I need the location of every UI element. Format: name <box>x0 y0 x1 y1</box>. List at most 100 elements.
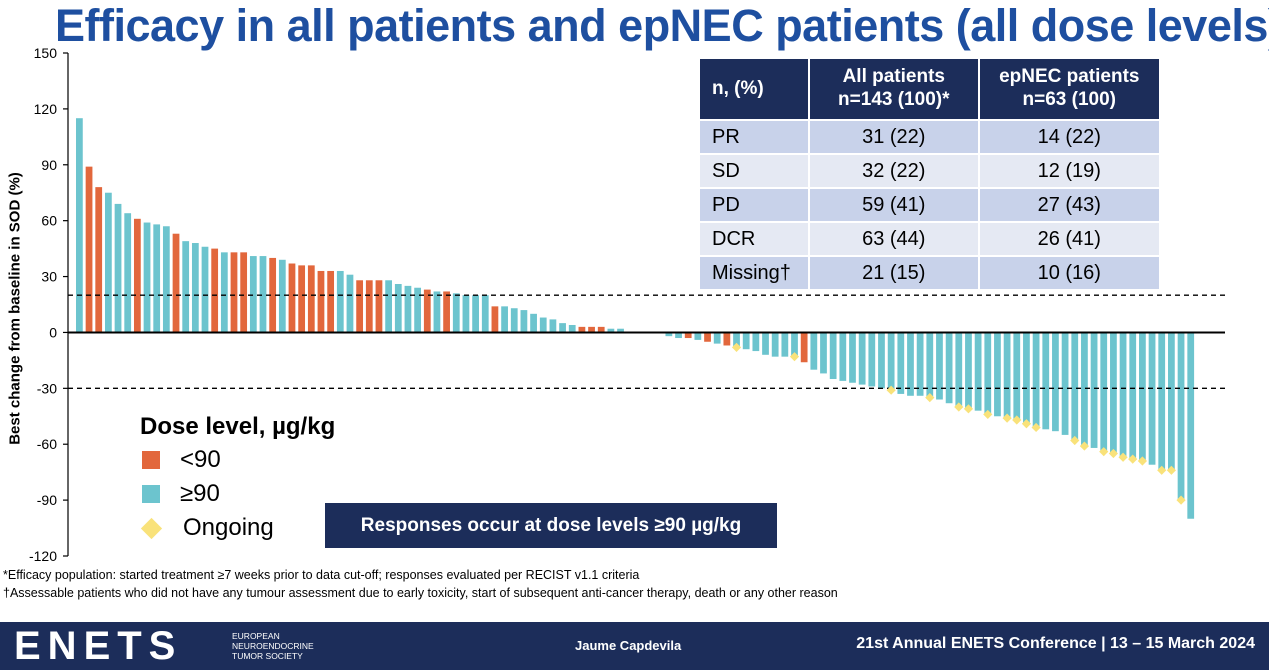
bar <box>1187 332 1195 519</box>
bar <box>675 332 682 339</box>
row-label: Missing† <box>700 257 808 289</box>
y-tick-label: 150 <box>34 45 58 61</box>
org-line: EUROPEAN <box>232 631 280 641</box>
bar <box>356 280 364 333</box>
diamond-icon <box>140 517 163 539</box>
y-tick-label: 0 <box>49 324 57 340</box>
bar <box>288 263 296 333</box>
bar <box>984 332 992 415</box>
bar <box>365 280 373 333</box>
ongoing-marker <box>1157 465 1167 475</box>
bar <box>974 332 982 411</box>
ongoing-marker <box>1021 419 1032 429</box>
ongoing-marker <box>886 385 896 395</box>
bar <box>462 295 470 333</box>
bar <box>452 293 460 333</box>
legend-item-ongoing: Ongoing <box>140 511 335 545</box>
ongoing-marker <box>1118 452 1128 462</box>
y-tick-label: -90 <box>37 492 57 508</box>
y-axis: 150 120 90 60 30 0 -30 -60 -90 -120 <box>29 45 69 564</box>
bar <box>317 270 325 333</box>
bar <box>259 256 267 333</box>
legend-label: <90 <box>180 446 221 473</box>
reference-lines <box>68 294 1225 390</box>
bar <box>1081 332 1088 447</box>
bar <box>752 332 760 352</box>
ongoing-marker <box>1128 454 1138 464</box>
bar <box>568 324 576 333</box>
bar <box>945 332 953 404</box>
key-message-banner: Responses occur at dose levels ≥90 µg/kg <box>325 503 777 548</box>
bar <box>153 224 161 333</box>
legend: Dose level, µg/kg <90 ≥90 Ongoing <box>140 413 335 545</box>
table-row: SD 32 (22) 12 (19) <box>700 155 1159 187</box>
bar <box>114 203 122 333</box>
y-tick-label: 30 <box>41 269 57 285</box>
bar <box>191 243 199 333</box>
bar <box>520 310 528 333</box>
bar <box>800 332 808 363</box>
table-row: PD 59 (41) 27 (43) <box>700 189 1159 221</box>
bar <box>607 328 615 333</box>
bar <box>781 332 789 357</box>
bar <box>1061 332 1069 435</box>
bar <box>1139 332 1146 461</box>
bar <box>269 257 277 333</box>
table-header-epnec-patients: epNEC patients n=63 (100) <box>979 59 1159 119</box>
bar <box>1119 332 1127 458</box>
bar <box>578 326 586 333</box>
bar <box>742 332 750 350</box>
bar <box>1003 332 1011 419</box>
ongoing-marker <box>789 352 800 362</box>
bar <box>414 287 421 333</box>
bar <box>240 252 248 333</box>
bar <box>346 274 354 333</box>
bar <box>617 328 624 333</box>
bar <box>955 332 963 407</box>
bar <box>868 332 876 387</box>
ongoing-marker <box>963 404 974 414</box>
bar <box>733 332 740 348</box>
y-tick-label: 90 <box>41 157 57 173</box>
bar <box>1090 332 1098 448</box>
waterfall-chart: 150 120 90 60 30 0 -30 -60 -90 -120 <box>29 45 1225 564</box>
bar <box>820 332 827 374</box>
ongoing-marker <box>1137 456 1147 466</box>
y-tick-label: -120 <box>29 548 57 564</box>
conference-name: 21st Annual ENETS Conference | 13 – 15 M… <box>856 635 1255 652</box>
bar <box>404 285 412 333</box>
bar <box>694 332 702 340</box>
enets-logo: ENETS <box>14 624 183 668</box>
cell-all: 59 (41) <box>810 189 978 221</box>
org-line: NEUROENDOCRINE <box>232 641 314 651</box>
table-header-all-patients: All patients n=143 (100)* <box>810 59 978 119</box>
ongoing-marker <box>1002 413 1012 423</box>
organization-name: EUROPEAN NEUROENDOCRINE TUMOR SOCIETY <box>232 631 314 661</box>
table-row: DCR 63 (44) 26 (41) <box>700 223 1159 255</box>
bar <box>907 332 914 396</box>
bar <box>829 332 837 380</box>
bar <box>559 323 566 333</box>
bar <box>713 332 721 344</box>
ongoing-marker <box>1108 448 1119 459</box>
bar <box>810 332 818 370</box>
bar <box>385 280 392 333</box>
table-row: PR 31 (22) 14 (22) <box>700 121 1159 153</box>
footnote: †Assessable patients who did not have an… <box>3 586 838 600</box>
footnote: *Efficacy population: started treatment … <box>3 568 640 582</box>
bar <box>481 295 489 333</box>
bar <box>791 332 798 357</box>
ongoing-marker <box>1099 447 1109 457</box>
bar <box>162 226 170 333</box>
bar <box>858 332 866 385</box>
bar <box>878 332 885 389</box>
bar <box>1042 332 1050 430</box>
ongoing-marker <box>1031 422 1041 433</box>
bar <box>182 241 190 333</box>
bar <box>307 265 315 333</box>
legend-item-ge90: ≥90 <box>140 477 335 511</box>
row-label: DCR <box>700 223 808 255</box>
legend-title: Dose level, µg/kg <box>140 413 336 440</box>
row-label: PD <box>700 189 808 221</box>
bar <box>95 187 103 333</box>
